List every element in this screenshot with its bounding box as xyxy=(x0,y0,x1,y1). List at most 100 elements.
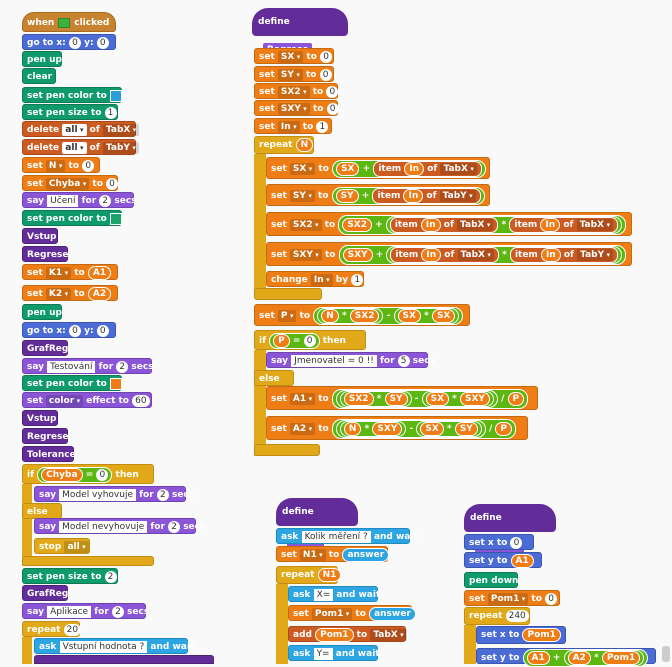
effect-dropdown[interactable]: color xyxy=(45,395,84,407)
var-dropdown[interactable]: SXY xyxy=(289,249,322,261)
var-reporter[interactable]: SX xyxy=(336,162,360,176)
set-k2-block[interactable]: set K2 to A2 xyxy=(22,285,118,301)
plus-operator[interactable]: A1 + A2 * Pom1 xyxy=(522,649,649,667)
delete-tabx-block[interactable]: delete all of TabX xyxy=(22,121,140,137)
plus-operator[interactable]: SXY + item In of TabX * item In of TabY xyxy=(338,245,627,265)
var-reporter[interactable]: In xyxy=(403,189,424,203)
var-reporter[interactable]: N xyxy=(295,138,314,152)
secs-input[interactable]: 2 xyxy=(156,489,169,501)
plus-operator[interactable]: SY + item In of TabY xyxy=(331,187,485,205)
var-dropdown[interactable]: Pom1 xyxy=(311,608,353,620)
times-operator[interactable]: SX * SXY xyxy=(421,391,494,407)
question-input[interactable]: Vstupní hodnota ? xyxy=(59,641,148,653)
set-pen-color-block[interactable]: set pen color to xyxy=(22,87,122,103)
var-reporter[interactable]: In xyxy=(404,162,425,176)
set-pom1-block[interactable]: set Pom1 to answer xyxy=(288,605,416,621)
question-input[interactable]: Kolik měření ? xyxy=(301,531,371,543)
say-testovani-block[interactable]: say Testování for 2 secs xyxy=(22,358,154,374)
item-reporter[interactable]: item In of TabX xyxy=(509,217,618,233)
define-vstup-hat[interactable]: defineVstup xyxy=(276,498,358,548)
set-sy-sum-block[interactable]: set SY to SY + item In of TabY xyxy=(266,184,490,206)
var-dropdown[interactable]: SY xyxy=(277,69,303,81)
clear-block[interactable]: clear xyxy=(22,68,56,84)
var-reporter[interactable]: A2 xyxy=(567,651,591,665)
value-input[interactable]: 0 xyxy=(326,86,339,98)
var-dropdown[interactable]: Pom1 xyxy=(487,593,529,605)
color-swatch[interactable] xyxy=(109,89,122,102)
secs-input[interactable]: 5 xyxy=(397,355,410,367)
call-grafreg-block-2[interactable]: GrafReg xyxy=(22,585,68,601)
set-sx-sum-block[interactable]: set SX to SX + item In of TabX xyxy=(266,157,490,179)
var-reporter[interactable]: N xyxy=(343,422,362,436)
pen-up-block-2[interactable]: pen up xyxy=(22,304,62,320)
item-reporter[interactable]: item In of TabY xyxy=(372,188,481,204)
set-pen-color-block-2[interactable]: set pen color to xyxy=(22,210,122,226)
repeat-n1-block[interactable]: repeat N1 xyxy=(276,566,342,584)
pen-up-block[interactable]: pen up xyxy=(22,51,62,67)
repeat-n-block[interactable]: repeat N xyxy=(254,136,314,154)
list-dropdown[interactable]: TabX xyxy=(576,219,613,231)
item-reporter[interactable]: item In of TabX xyxy=(390,247,499,263)
var-reporter[interactable]: SX xyxy=(425,392,450,406)
var-reporter[interactable]: Pom1 xyxy=(601,651,641,665)
add-pom1-block[interactable]: add Pom1 to TabX xyxy=(288,626,407,642)
var-reporter[interactable]: A1 xyxy=(526,651,550,665)
var-dropdown[interactable]: SX xyxy=(277,51,304,63)
list-dropdown[interactable]: TabX xyxy=(457,249,494,261)
div-operator[interactable]: N * SXY - SX * SY / P xyxy=(331,419,517,439)
ask-x-block[interactable]: ask X= and wait xyxy=(288,586,380,602)
set-y-block[interactable]: set y to A1 xyxy=(464,552,542,568)
var-dropdown[interactable]: Chyba xyxy=(45,178,90,190)
set-pen-size-block[interactable]: set pen size to 1 xyxy=(22,104,118,120)
go-to-xy-block[interactable]: go to x: 0 y: 0 xyxy=(22,34,116,50)
var-reporter[interactable]: SX xyxy=(397,309,421,323)
var-reporter[interactable]: N xyxy=(321,309,339,323)
plus-operator[interactable]: SX + item In of TabX xyxy=(332,160,486,178)
set-chyba-block[interactable]: set Chyba to 0 xyxy=(22,175,119,191)
var-dropdown[interactable]: N1 xyxy=(299,549,326,561)
set-color-effect-block[interactable]: set color effect to 60 xyxy=(22,392,152,408)
value-input[interactable]: 60 xyxy=(132,395,150,407)
call-tolerance-block[interactable]: Tolerance xyxy=(22,446,76,462)
set-pen-color-block-3[interactable]: set pen color to xyxy=(22,375,122,391)
var-reporter[interactable]: SX2 xyxy=(342,218,373,232)
var-dropdown[interactable]: A2 xyxy=(289,423,316,435)
set-pom1-block-2[interactable]: set Pom1 to 0 xyxy=(464,590,560,606)
text-input[interactable]: Učení xyxy=(47,195,79,207)
set-sxy-block[interactable]: set SXY to 0 xyxy=(254,100,339,116)
plus-operator[interactable]: SX2 + item In of TabX * item In of TabX xyxy=(338,215,626,235)
minus-operator[interactable]: N * SX2 - SX * SX xyxy=(313,307,464,325)
value-input[interactable]: 1 xyxy=(316,121,329,133)
say-uceni-block[interactable]: say Učení for 2 secs xyxy=(22,192,137,208)
call-regrese-block[interactable]: Regrese xyxy=(22,246,68,262)
times-operator[interactable]: SX * SX xyxy=(393,308,460,324)
text-input[interactable]: Jmenovatel = 0 !! xyxy=(291,355,377,367)
var-reporter[interactable]: N1 xyxy=(317,568,342,582)
var-reporter[interactable]: A2 xyxy=(87,287,112,301)
value-input[interactable]: 0 xyxy=(320,51,333,63)
repeat-20-block[interactable]: repeat 20 xyxy=(22,621,82,637)
change-in-block[interactable]: change In by 1 xyxy=(266,271,364,287)
set-x-block[interactable]: set x to 0 xyxy=(464,534,534,550)
value-input[interactable]: 0 xyxy=(326,103,339,115)
set-n-block[interactable]: set N to 0 xyxy=(22,157,100,173)
if-p-block[interactable]: if P = 0 then xyxy=(254,330,366,350)
question-input[interactable]: Y= xyxy=(313,648,333,660)
question-input[interactable]: X= xyxy=(313,589,334,601)
var-reporter[interactable]: SX2 xyxy=(349,309,380,323)
call-vstup-block-2[interactable]: Vstup xyxy=(22,410,58,426)
set-y-expr-block[interactable]: set y to A1 + A2 * Pom1 xyxy=(476,648,656,667)
y-input[interactable]: 0 xyxy=(96,37,109,49)
call-grafreg-block[interactable]: GrafReg xyxy=(22,340,68,356)
pen-down-block[interactable]: pen down xyxy=(464,572,518,588)
times-operator[interactable]: SX2 * SY xyxy=(339,391,412,407)
say-jmenovatel-block[interactable]: say Jmenovatel = 0 !! for 5 secs xyxy=(266,352,435,368)
var-dropdown[interactable]: SY xyxy=(289,190,315,202)
var-reporter[interactable]: Pom1 xyxy=(522,628,561,642)
item-reporter[interactable]: item In of TabX xyxy=(389,217,499,233)
var-reporter[interactable]: SY xyxy=(384,392,408,406)
item-reporter[interactable]: item In of TabX xyxy=(373,161,482,177)
value-input[interactable]: 0 xyxy=(82,160,95,172)
var-reporter[interactable]: SX xyxy=(431,309,456,323)
say-model-bad-block[interactable]: say Model nevyhovuje for 2 secs xyxy=(34,518,205,534)
